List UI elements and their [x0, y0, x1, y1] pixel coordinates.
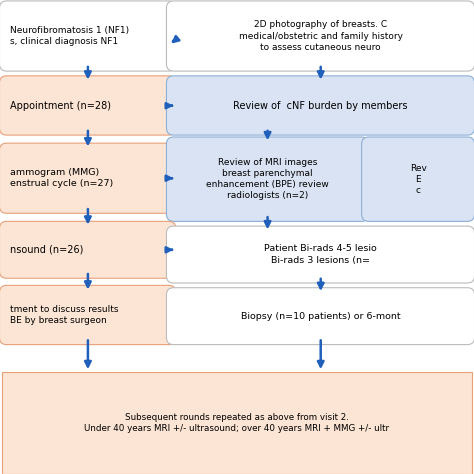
- Text: Subsequent rounds repeated as above from visit 2.
Under 40 years MRI +/- ultraso: Subsequent rounds repeated as above from…: [84, 413, 390, 433]
- FancyBboxPatch shape: [166, 1, 474, 71]
- Text: Patient Bi-rads 4-5 lesio
Bi-rads 3 lesions (n=: Patient Bi-rads 4-5 lesio Bi-rads 3 lesi…: [264, 245, 377, 264]
- FancyBboxPatch shape: [166, 226, 474, 283]
- Text: tment to discuss results
BE by breast surgeon: tment to discuss results BE by breast su…: [10, 305, 119, 325]
- FancyBboxPatch shape: [362, 137, 474, 221]
- FancyBboxPatch shape: [166, 137, 369, 221]
- FancyBboxPatch shape: [166, 288, 474, 345]
- Text: 2D photography of breasts. C
medical/obstetric and family history
to assess cuta: 2D photography of breasts. C medical/obs…: [239, 20, 403, 52]
- Text: Review of  cNF burden by members: Review of cNF burden by members: [234, 100, 408, 111]
- Text: Review of MRI images
breast parenchymal
enhancement (BPE) review
radiologists (n: Review of MRI images breast parenchymal …: [206, 158, 329, 201]
- FancyBboxPatch shape: [0, 285, 176, 345]
- Text: Biopsy (n=10 patients) or 6-mont: Biopsy (n=10 patients) or 6-mont: [241, 312, 401, 320]
- FancyBboxPatch shape: [0, 221, 176, 278]
- Text: Rev
E
c: Rev E c: [410, 164, 427, 195]
- FancyBboxPatch shape: [166, 76, 474, 135]
- FancyBboxPatch shape: [0, 76, 176, 135]
- Text: nsound (n=26): nsound (n=26): [10, 245, 84, 255]
- Text: Appointment (n=28): Appointment (n=28): [10, 100, 111, 111]
- FancyBboxPatch shape: [0, 1, 176, 71]
- FancyBboxPatch shape: [2, 372, 472, 474]
- Text: Neurofibromatosis 1 (NF1)
s, clinical diagnosis NF1: Neurofibromatosis 1 (NF1) s, clinical di…: [10, 26, 129, 46]
- Text: ammogram (MMG)
enstrual cycle (n=27): ammogram (MMG) enstrual cycle (n=27): [10, 168, 114, 188]
- FancyBboxPatch shape: [0, 143, 176, 213]
